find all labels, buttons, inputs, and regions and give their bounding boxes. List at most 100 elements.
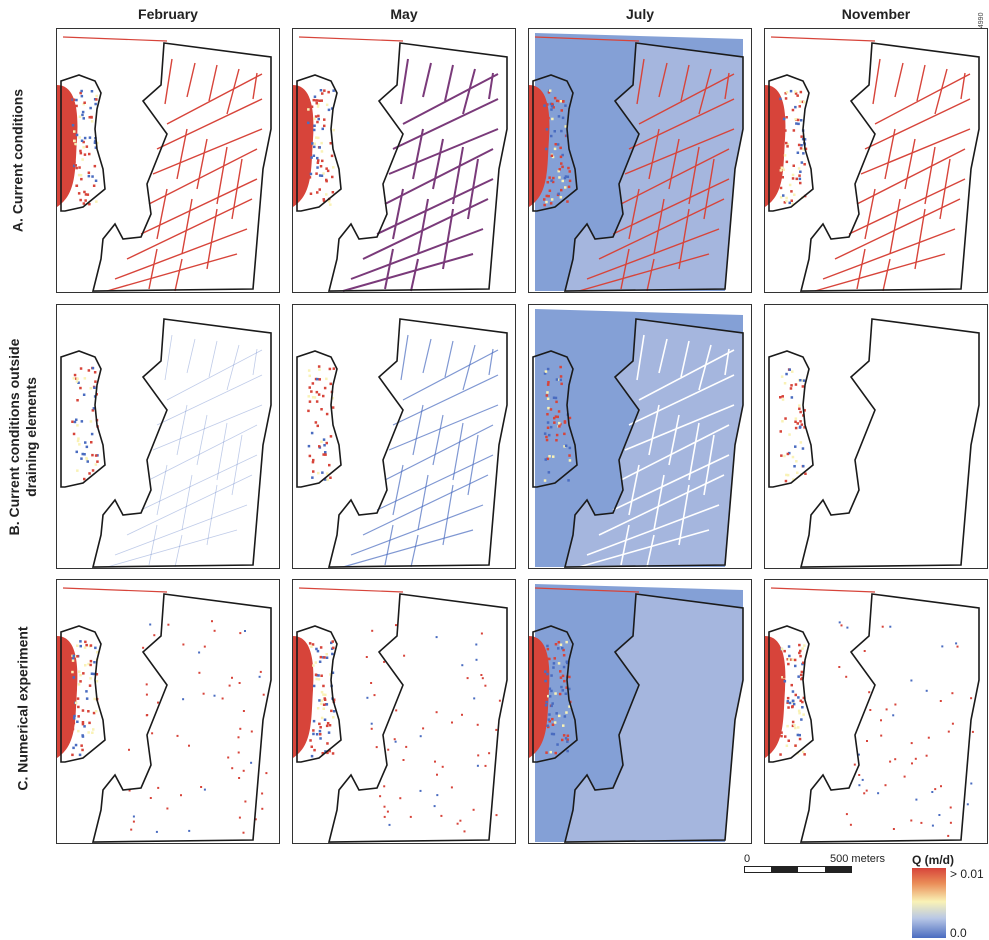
discharge-cell xyxy=(789,89,793,93)
discharge-cell xyxy=(316,649,320,653)
discharge-cell xyxy=(79,149,82,153)
discharge-cell xyxy=(72,98,76,101)
coastline-strip xyxy=(62,587,168,593)
discharge-cell xyxy=(949,821,952,824)
discharge-cell xyxy=(315,172,318,175)
draining-ditch xyxy=(578,253,710,292)
discharge-cell xyxy=(157,701,159,704)
discharge-cell xyxy=(549,202,553,205)
discharge-cell xyxy=(780,166,784,169)
discharge-cell xyxy=(800,119,803,122)
discharge-cell xyxy=(966,803,969,806)
discharge-cell xyxy=(231,676,233,679)
discharge-cell xyxy=(547,91,551,94)
discharge-cell xyxy=(785,141,788,145)
discharge-cell xyxy=(324,693,327,697)
discharge-cell xyxy=(329,203,332,206)
discharge-cell xyxy=(800,670,804,674)
discharge-cell xyxy=(318,445,321,448)
draining-ditch xyxy=(126,474,253,536)
discharge-cell xyxy=(83,190,86,194)
discharge-cell xyxy=(307,369,311,372)
discharge-cell xyxy=(96,141,99,145)
discharge-cell xyxy=(318,699,321,702)
discharge-cell xyxy=(72,712,75,715)
lagoon-high-discharge xyxy=(293,636,314,758)
discharge-cell xyxy=(128,748,130,751)
discharge-cell xyxy=(544,657,547,660)
legend-title: Q (m/d) xyxy=(912,853,954,867)
discharge-cell xyxy=(84,640,87,644)
discharge-cell xyxy=(791,658,794,661)
coastline-strip xyxy=(534,587,640,593)
discharge-cell xyxy=(495,814,498,817)
discharge-cell xyxy=(782,194,785,197)
discharge-cell xyxy=(481,677,484,680)
discharge-cell xyxy=(779,430,782,433)
discharge-cell xyxy=(551,717,554,721)
discharge-cell xyxy=(565,686,568,689)
discharge-cell xyxy=(557,641,561,644)
discharge-cell xyxy=(322,703,326,706)
discharge-cell xyxy=(562,724,565,727)
discharge-cell xyxy=(239,727,242,730)
lagoon-outline xyxy=(532,350,578,488)
discharge-cell xyxy=(319,165,323,168)
discharge-cell xyxy=(564,104,567,107)
discharge-cell xyxy=(320,440,323,443)
discharge-cell xyxy=(326,751,329,755)
discharge-cell xyxy=(83,477,86,481)
discharge-cell xyxy=(157,786,160,789)
draining-ditch xyxy=(152,404,263,451)
discharge-cell xyxy=(554,692,557,695)
discharge-cell xyxy=(561,689,564,692)
draining-ditch xyxy=(653,474,665,531)
discharge-cell xyxy=(803,644,806,647)
discharge-cell xyxy=(327,108,331,112)
discharge-cell xyxy=(314,673,318,676)
discharge-cell xyxy=(858,784,861,787)
discharge-cell xyxy=(561,179,564,183)
discharge-cell xyxy=(838,621,841,624)
map-panel-july-row-2 xyxy=(528,304,752,569)
discharge-cell xyxy=(78,670,81,673)
draining-ditch xyxy=(156,464,168,516)
discharge-cell xyxy=(567,166,570,170)
discharge-cell xyxy=(545,194,548,198)
discharge-cell xyxy=(328,463,331,467)
discharge-cell xyxy=(78,136,81,139)
discharge-cell xyxy=(782,168,785,171)
discharge-cell xyxy=(781,398,785,401)
draining-ditch xyxy=(646,258,655,292)
discharge-cell xyxy=(472,808,475,811)
discharge-cell xyxy=(89,387,92,390)
discharge-cell xyxy=(324,750,327,753)
discharge-cell xyxy=(546,724,549,727)
map-panel-november-row-1 xyxy=(764,28,988,293)
field-outline xyxy=(327,318,508,568)
discharge-cell xyxy=(319,726,322,729)
discharge-cell xyxy=(74,142,77,146)
discharge-cell xyxy=(75,98,78,102)
discharge-cell xyxy=(80,744,83,747)
discharge-cell xyxy=(940,785,942,788)
discharge-cell xyxy=(311,142,314,145)
discharge-cell xyxy=(803,753,806,756)
discharge-cell xyxy=(310,431,314,435)
discharge-cell xyxy=(203,788,206,791)
field-outline xyxy=(327,593,508,843)
lagoon-outline xyxy=(768,625,814,763)
discharge-cell xyxy=(76,377,79,380)
discharge-cell xyxy=(801,662,804,666)
discharge-cell xyxy=(803,409,806,412)
field-outline xyxy=(799,318,980,568)
discharge-cell xyxy=(94,380,97,383)
discharge-cell xyxy=(330,154,334,158)
discharge-cell xyxy=(130,828,133,831)
discharge-cell xyxy=(310,745,313,748)
discharge-cell xyxy=(322,394,325,398)
discharge-cell xyxy=(89,420,93,423)
discharge-cell xyxy=(863,792,866,795)
discharge-cell xyxy=(801,700,804,704)
discharge-cell xyxy=(783,201,787,204)
